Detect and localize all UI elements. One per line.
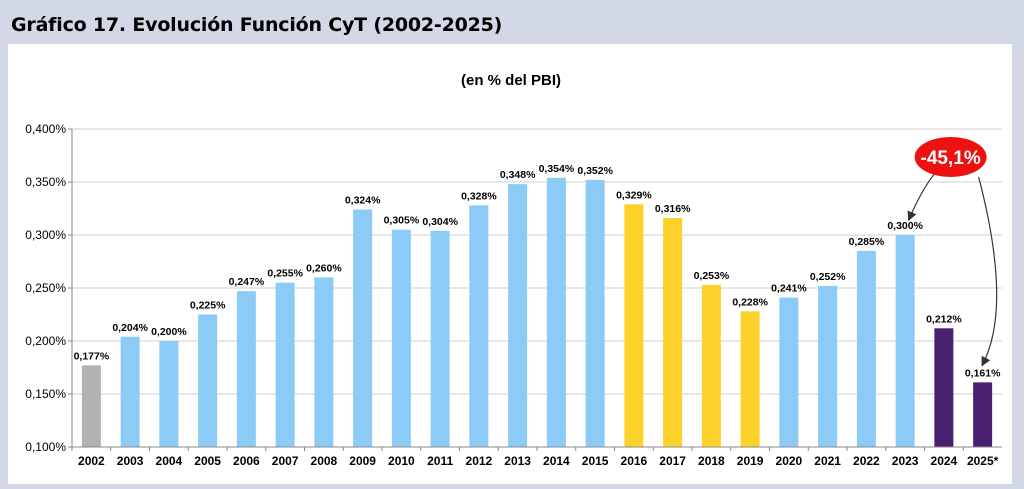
x-tick-label: 2006 [233, 454, 260, 468]
x-tick-label: 2007 [272, 454, 299, 468]
y-tick-label: 0,250% [25, 281, 66, 295]
bar-2019 [740, 311, 760, 447]
y-tick-label: 0,150% [25, 387, 66, 401]
x-tick-label: 2021 [814, 454, 841, 468]
x-tick-label: 2003 [117, 454, 144, 468]
bar-2018 [701, 284, 721, 447]
bar-2005 [198, 314, 218, 447]
x-tick-label: 2015 [582, 454, 609, 468]
bar-2003 [120, 336, 140, 447]
page-title: Gráfico 17. Evolución Función CyT (2002-… [11, 14, 503, 36]
bar-chart: (en % del PBI) 0,100%0,150%0,200%0,250%0… [25, 72, 1002, 468]
data-label: 0,252% [810, 271, 846, 283]
bar-2022 [856, 250, 876, 447]
y-tick-label: 0,200% [25, 334, 66, 348]
change-badge-label: -45,1% [921, 148, 981, 169]
bar-2015 [585, 179, 605, 447]
x-tick-label: 2020 [776, 454, 803, 468]
data-label: 0,200% [151, 326, 187, 338]
bar-2017 [663, 218, 683, 447]
annotation-arrow-end [978, 176, 998, 367]
data-label: 0,177% [74, 350, 110, 362]
data-label: 0,352% [577, 165, 613, 177]
data-label: 0,260% [306, 262, 342, 274]
data-label: 0,204% [112, 322, 148, 334]
change-badge [914, 137, 987, 177]
data-label: 0,300% [887, 220, 923, 232]
x-tick-label: 2011 [427, 454, 453, 468]
bar-2006 [236, 291, 256, 447]
annotation: -45,1% [907, 137, 998, 367]
data-label: 0,304% [422, 216, 458, 228]
bar-2002 [81, 365, 101, 447]
data-label: 0,228% [732, 296, 768, 308]
x-tick-label: 2004 [156, 454, 183, 468]
x-tick-label: 2019 [737, 454, 764, 468]
chart-panel: (en % del PBI) 0,100% 0,150% 0,200% 0,250% 0… [8, 44, 1012, 484]
data-label: 0,255% [267, 268, 303, 280]
y-tick-label: 0,350% [25, 175, 66, 189]
bar-2016 [624, 204, 644, 447]
x-tick-label: 2022 [853, 454, 880, 468]
x-tick-label: 2025* [967, 454, 999, 468]
data-label: 0,212% [926, 313, 962, 325]
data-label: 0,328% [461, 190, 497, 202]
x-tick-label: 2016 [621, 454, 648, 468]
bar-2012 [469, 205, 489, 447]
x-tick-label: 2012 [466, 454, 493, 468]
y-tick-label: 0,100% [25, 440, 66, 454]
x-tick-label: 2018 [698, 454, 725, 468]
y-tick-label: 0,300% [25, 228, 66, 242]
bar-2014 [546, 177, 566, 447]
bar-2007 [275, 282, 295, 447]
grid-lines [72, 128, 1002, 448]
bar-2011 [430, 230, 450, 447]
x-tick-label: 2017 [659, 454, 686, 468]
chart-subtitle: (en % del PBI) [461, 72, 561, 89]
data-label: 0,225% [190, 300, 226, 312]
bars [81, 177, 993, 447]
y-axis: 0,100% 0,150% 0,200% 0,250% 0,300% 0,350% 0,40… [25, 122, 73, 454]
data-label: 0,316% [655, 203, 691, 215]
bar-2021 [818, 285, 838, 447]
bar-2023 [895, 235, 915, 447]
bar-2020 [779, 297, 799, 447]
x-tick-label: 2024 [931, 454, 958, 468]
x-tick-label: 2009 [349, 454, 376, 468]
data-labels: 0,177% 0,204% 0,200% 0,225%0,247%0,255% 0,26… [74, 163, 1002, 380]
x-tick-label: 2014 [543, 454, 570, 468]
x-tick-label: 2010 [388, 454, 415, 468]
x-tick-label: 2013 [504, 454, 531, 468]
bar-2024 [934, 328, 954, 447]
data-label: 0,241% [771, 283, 807, 295]
bar-2025* [973, 382, 993, 447]
bar-2008 [314, 277, 334, 447]
data-label: 0,348% [500, 169, 536, 181]
y-tick-label: 0,400% [25, 122, 66, 136]
data-label: 0,305% [384, 215, 420, 227]
x-tick-label: 2008 [311, 454, 338, 468]
x-tick-label: 2023 [892, 454, 919, 468]
data-label: 0,247% [229, 276, 265, 288]
x-axis: 2002 2003 2004 2005 2006 2007 2008 2009 2010 2011… [71, 446, 1002, 468]
bar-2009 [353, 209, 373, 447]
bar-2004 [159, 341, 179, 447]
x-tick-label: 2005 [194, 454, 221, 468]
data-label: 0,285% [849, 236, 885, 248]
data-label: 0,161% [965, 367, 1001, 379]
data-label: 0,324% [345, 195, 381, 207]
x-tick-label: 2002 [78, 454, 105, 468]
data-label: 0,329% [616, 189, 652, 201]
bar-2013 [508, 184, 528, 447]
data-label: 0,253% [694, 270, 730, 282]
data-label: 0,354% [539, 163, 575, 175]
bar-2010 [391, 229, 411, 447]
